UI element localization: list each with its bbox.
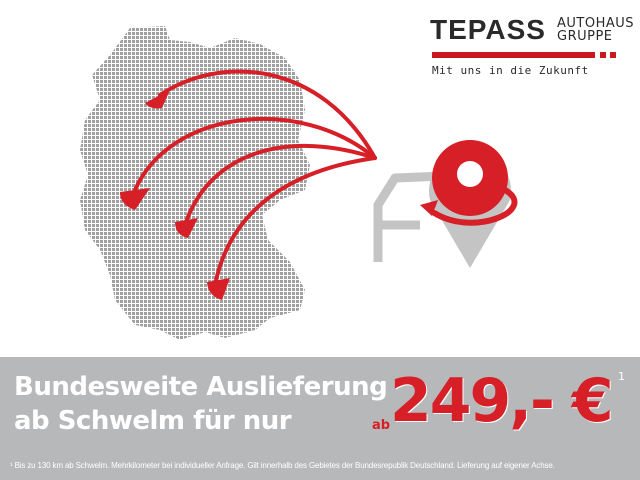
logo-square (610, 52, 616, 58)
delivery-arrows (133, 69, 377, 287)
logo-bar (432, 52, 595, 58)
arrow-heads (120, 90, 230, 300)
logo-brand: TEPASS (430, 14, 546, 45)
logo-subtitle: AUTOHAUS GRUPPE (557, 17, 634, 43)
logo-line1: AUTOHAUS (557, 16, 635, 31)
location-pin-icon (420, 140, 518, 268)
germany-dotted-map (80, 26, 310, 340)
footnote: ¹ Bis zu 130 km ab Schwelm. Mehrkilomete… (10, 461, 555, 470)
headline: Bundesweite Auslieferung ab Schwelm für … (14, 370, 388, 438)
footnote-mark: 1 (618, 370, 625, 383)
promo-band (0, 357, 640, 480)
logo-line2: GRUPPE (557, 29, 613, 44)
price-prefix: ab (372, 418, 391, 433)
headline-line2: ab Schwelm für nur (14, 406, 292, 436)
price-amount: 249,- € (390, 366, 614, 436)
logo-tagline: Mit uns in die Zukunft (432, 64, 589, 77)
germany-delivery-illustration (80, 26, 518, 340)
headline-line1: Bundesweite Auslieferung (14, 372, 388, 402)
logo-square (600, 52, 606, 58)
